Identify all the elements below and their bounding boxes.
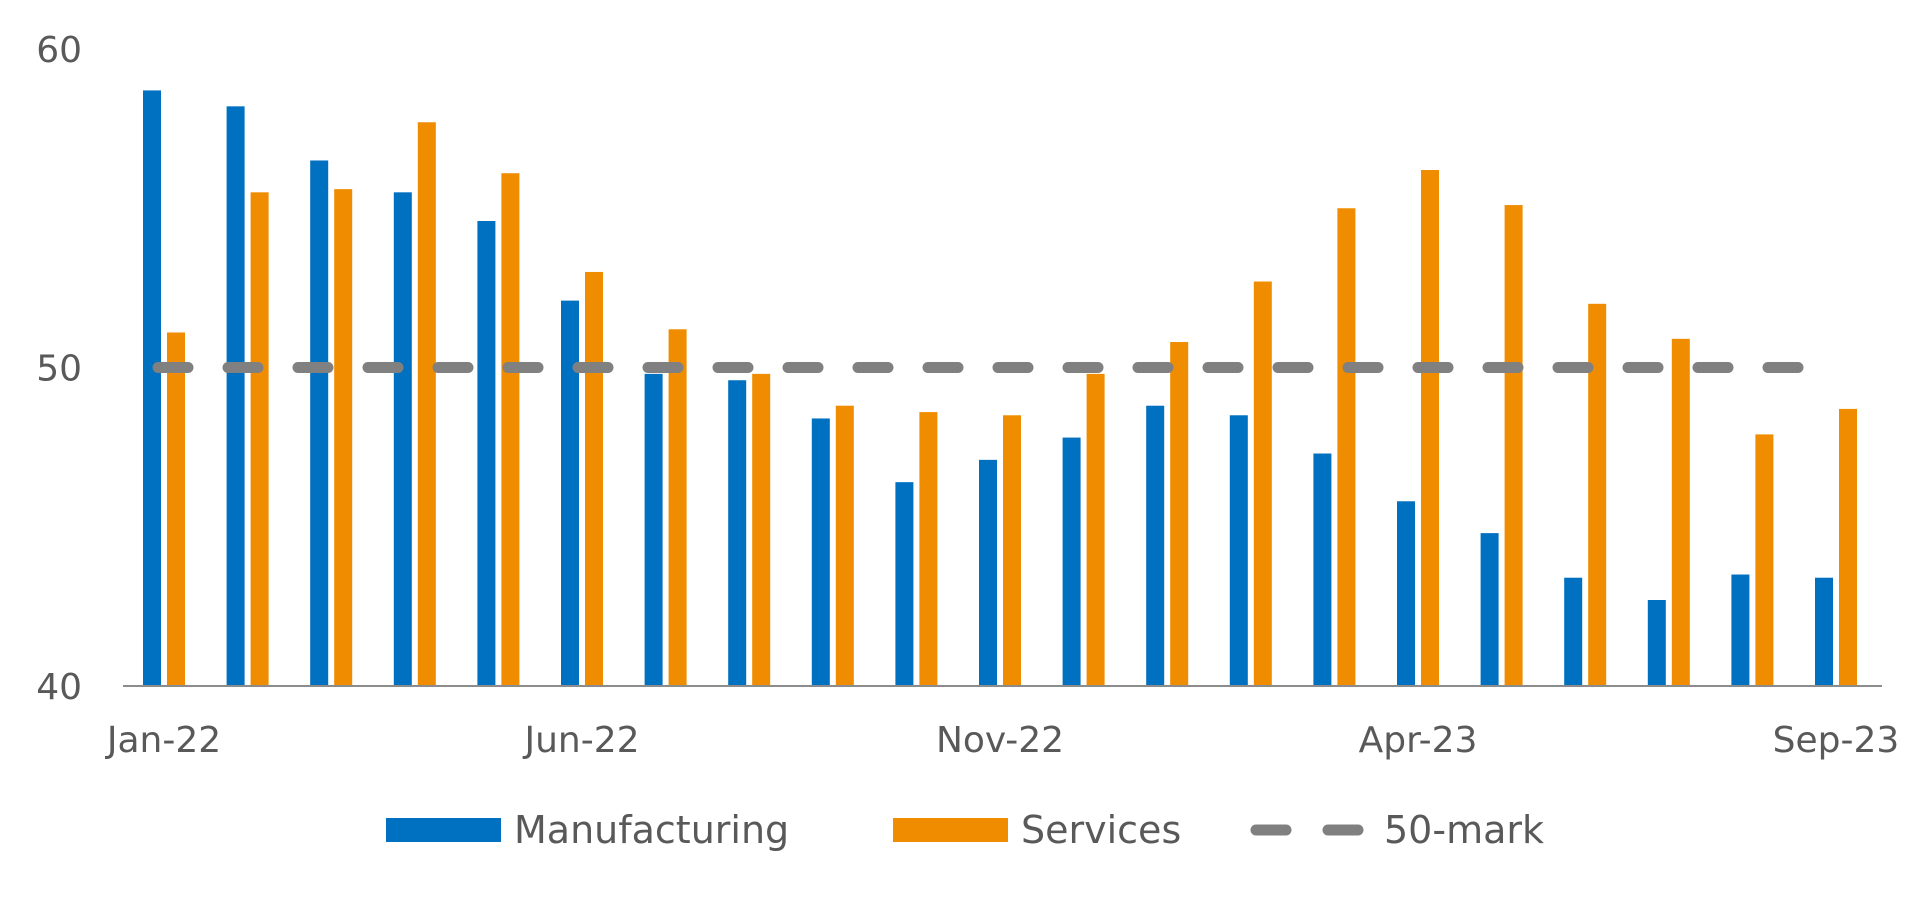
bars-layer bbox=[143, 90, 1857, 687]
bar-services-9 bbox=[919, 412, 938, 686]
bar-manufacturing-17 bbox=[1564, 577, 1583, 686]
bar-services-5 bbox=[585, 271, 603, 686]
bar-manufacturing-18 bbox=[1647, 600, 1666, 686]
bar-manufacturing-16 bbox=[1480, 533, 1499, 686]
bar-services-13 bbox=[1253, 281, 1272, 686]
bar-manufacturing-3 bbox=[393, 192, 412, 686]
bar-services-12 bbox=[1170, 342, 1189, 686]
x-tick-label-nov-22: Nov-22 bbox=[936, 720, 1064, 761]
legend-swatch-services bbox=[893, 818, 1008, 842]
legend-label-50-mark: 50-mark bbox=[1384, 808, 1544, 852]
x-tick-label-apr-23: Apr-23 bbox=[1359, 720, 1478, 761]
bar-services-16 bbox=[1504, 205, 1523, 686]
bar-manufacturing-15 bbox=[1397, 501, 1415, 686]
bar-services-8 bbox=[835, 405, 854, 686]
y-tick-label-50: 50 bbox=[36, 349, 82, 390]
bar-manufacturing-20 bbox=[1815, 577, 1833, 686]
bar-manufacturing-12 bbox=[1146, 405, 1165, 686]
x-tick-label-jun-22: Jun-22 bbox=[522, 720, 639, 761]
bar-services-2 bbox=[334, 189, 353, 686]
y-tick-labels: 40 50 60 bbox=[36, 30, 82, 708]
bar-services-6 bbox=[668, 329, 687, 686]
bar-manufacturing-0 bbox=[143, 90, 161, 686]
legend-label-services: Services bbox=[1021, 808, 1181, 852]
bar-manufacturing-2 bbox=[310, 160, 329, 687]
bar-services-14 bbox=[1337, 208, 1356, 686]
bar-services-19 bbox=[1755, 434, 1774, 686]
bar-manufacturing-5 bbox=[561, 300, 579, 686]
bar-services-1 bbox=[250, 192, 269, 686]
bar-services-15 bbox=[1421, 170, 1439, 686]
bar-manufacturing-9 bbox=[895, 482, 914, 686]
bar-services-7 bbox=[752, 373, 771, 686]
bar-manufacturing-19 bbox=[1731, 574, 1750, 686]
y-tick-label-40: 40 bbox=[36, 667, 82, 708]
bar-manufacturing-11 bbox=[1062, 437, 1081, 686]
bar-manufacturing-14 bbox=[1313, 453, 1332, 686]
bar-manufacturing-6 bbox=[644, 373, 663, 686]
y-tick-label-60: 60 bbox=[36, 30, 82, 71]
bar-services-10 bbox=[1003, 415, 1021, 686]
bar-services-20 bbox=[1839, 408, 1857, 686]
bar-services-3 bbox=[417, 122, 436, 686]
x-tick-labels: Jan-22 Jun-22 Nov-22 Apr-23 Sep-23 bbox=[105, 720, 1899, 761]
legend-swatch-manufacturing bbox=[386, 818, 501, 842]
bar-manufacturing-7 bbox=[728, 380, 747, 686]
legend: Manufacturing Services 50-mark bbox=[386, 808, 1544, 852]
legend-label-manufacturing: Manufacturing bbox=[514, 808, 789, 852]
bar-manufacturing-4 bbox=[477, 220, 496, 687]
bar-services-17 bbox=[1588, 303, 1607, 686]
bar-services-18 bbox=[1671, 338, 1690, 686]
x-tick-label-sep-23: Sep-23 bbox=[1773, 720, 1900, 761]
bar-manufacturing-10 bbox=[979, 459, 997, 686]
bar-services-4 bbox=[501, 173, 520, 686]
bar-manufacturing-13 bbox=[1229, 415, 1248, 686]
bar-services-0 bbox=[167, 332, 185, 686]
bar-manufacturing-1 bbox=[226, 106, 245, 686]
bar-manufacturing-8 bbox=[811, 418, 830, 686]
x-tick-label-jan-22: Jan-22 bbox=[105, 720, 221, 761]
bar-services-11 bbox=[1086, 373, 1105, 686]
